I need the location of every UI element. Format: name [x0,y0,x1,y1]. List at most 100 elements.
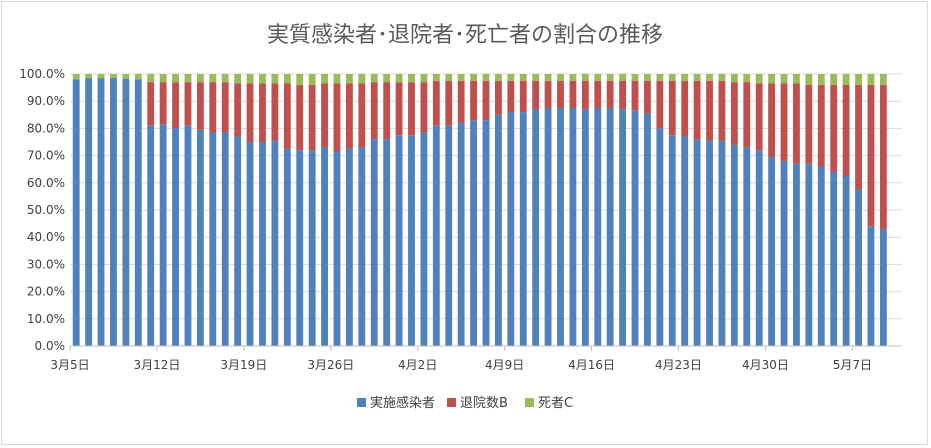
bar-segment-3 [283,74,291,84]
y-tick-label: 0.0% [35,339,66,353]
bar-segment-3 [321,74,328,84]
bar-segment-3 [345,74,353,84]
bar-segment-3 [768,74,776,84]
bar-segment-1 [283,148,291,346]
bar-segment-2 [321,83,328,148]
bar-segment-3 [470,74,477,81]
bar-segment-3 [408,74,415,83]
bar-segment-2 [718,80,726,141]
bar-segment-3 [333,74,341,84]
bar-segment-2 [532,80,540,110]
bar-segment-1 [345,148,353,346]
legend-label: 死者C [538,396,573,411]
bar-segment-1 [72,79,80,346]
y-tick-label: 60.0% [27,176,65,190]
bar-segment-1 [768,156,776,346]
bar-segment-2 [619,80,627,110]
bar-segment-2 [867,84,875,227]
bar-segment-2 [445,80,453,126]
bar-segment-1 [209,132,217,346]
legend-swatch [357,398,366,407]
bar-segment-2 [507,80,515,113]
bar-segment-3 [631,74,639,81]
bar-segment-3 [147,74,155,83]
bar-segment-2 [482,80,490,121]
bar-segment-3 [842,74,850,85]
x-tick-label: 4月16日 [568,358,615,372]
bar-segment-1 [246,142,254,346]
bar-segment-1 [594,108,602,346]
bar-segment-1 [644,113,651,346]
bar-segment-2 [271,83,279,141]
bar-segment-2 [246,83,254,142]
bar-segment-1 [196,129,204,346]
bar-segment-2 [755,83,763,151]
bar-segment-1 [780,161,788,346]
bar-segment-1 [656,128,664,346]
bar-segment-2 [383,82,391,140]
bar-segment-2 [259,83,266,142]
bar-segment-3 [594,74,602,81]
y-tick-label: 10.0% [27,312,65,326]
bar-segment-3 [780,74,788,84]
bar-segment-1 [147,125,155,347]
bar-segment-1 [271,140,279,346]
bar-segment-1 [408,135,415,346]
bar-segment-3 [793,74,800,84]
bar-segment-1 [743,147,751,346]
bar-segment-1 [110,78,117,346]
bar-segment-1 [134,79,142,346]
bar-segment-2 [855,84,862,190]
bar-segment-3 [271,74,279,84]
x-tick-label: 5月7日 [833,358,872,372]
bar-segment-3 [879,74,887,85]
bar-segment-3 [681,74,689,81]
bar-segment-3 [234,74,242,84]
bar-segment-1 [445,125,453,347]
bar-segment-2 [333,83,341,152]
bar-segment-2 [569,80,577,108]
bar-segment-3 [557,74,564,81]
bar-segment-2 [395,82,403,136]
bar-segment-2 [631,80,639,111]
bar-segment-3 [817,74,825,85]
bar-segment-1 [259,142,266,346]
bar-segment-1 [172,128,179,346]
bar-segment-3 [445,74,453,81]
bar-segment-2 [793,83,800,164]
bar-segment-3 [184,74,192,83]
bar-segment-2 [221,82,229,133]
bar-segment-3 [755,74,763,84]
bar-segment-2 [693,80,701,140]
legend-label: 退院数B [460,396,508,411]
bar-segment-1 [755,150,763,346]
bar-segment-1 [631,110,639,346]
bar-segment-1 [693,139,701,346]
bar-segment-1 [793,163,800,346]
y-tick-label: 30.0% [27,257,65,271]
bar-segment-1 [221,132,229,346]
bar-segment-1 [879,229,887,346]
bar-segment-2 [842,84,850,176]
x-tick-label: 4月2日 [398,358,437,372]
bar-segment-3 [495,74,502,81]
bar-segment-1 [495,114,502,346]
bar-segment-1 [122,78,130,347]
bar-segment-1 [470,120,477,347]
bar-segment-2 [408,82,415,136]
bar-segment-2 [495,80,502,115]
bar-segment-1 [507,112,515,346]
bar-segment-3 [867,74,875,85]
bar-segment-3 [159,74,167,83]
bar-segment-3 [370,74,378,83]
bar-segment-3 [743,74,751,83]
bar-segment-3 [693,74,701,81]
bar-segment-2 [730,82,738,145]
bar-segment-2 [594,80,602,108]
bar-segment-1 [706,140,713,346]
bar-segment-2 [581,80,589,110]
bar-segment-2 [296,84,304,151]
chart-title: 実質感染者･退院者･死亡者の割合の推移 [267,23,663,48]
bar-segment-2 [681,80,689,137]
